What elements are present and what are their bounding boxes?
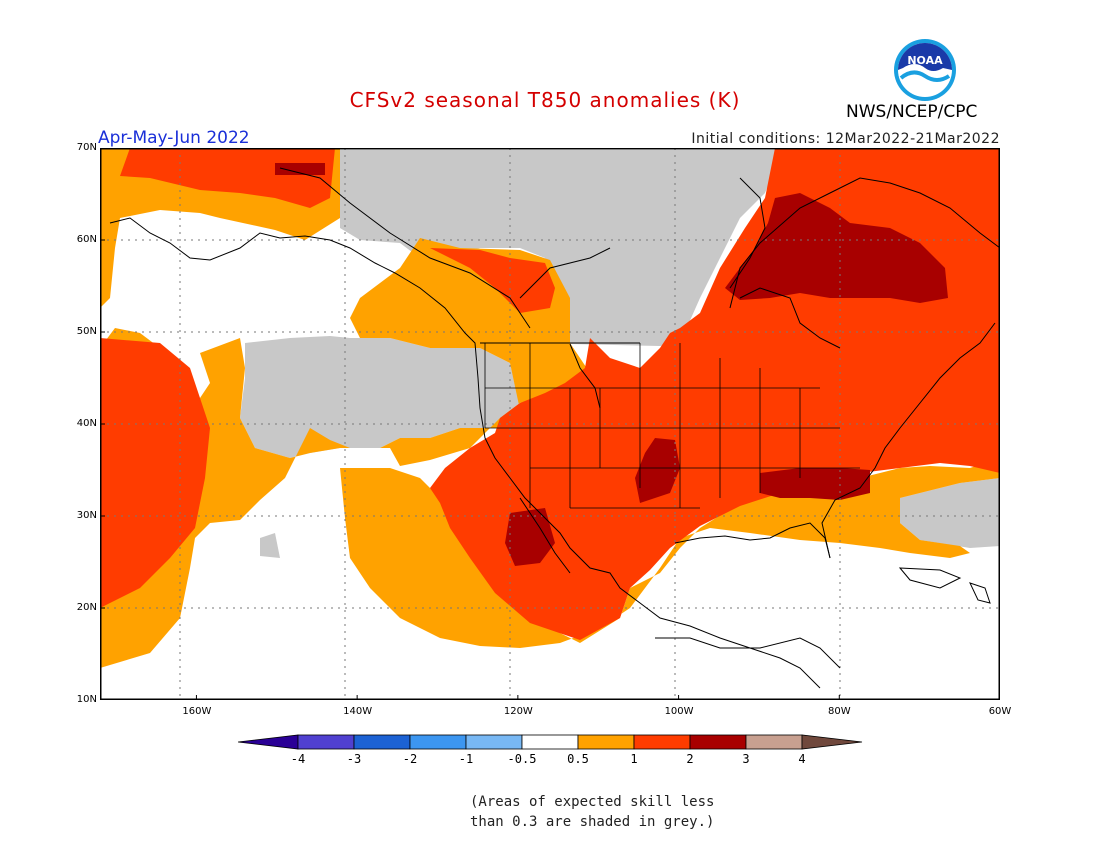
lon-tick-label: 100W bbox=[664, 706, 694, 717]
season-label: Apr-May-Jun 2022 bbox=[98, 128, 250, 148]
colorbar-swatch bbox=[409, 734, 467, 750]
colorbar-label: 2 bbox=[686, 752, 693, 766]
latitude-axis bbox=[100, 148, 105, 700]
colorbar-label: -0.5 bbox=[508, 752, 537, 766]
colorbar-label: -1 bbox=[459, 752, 473, 766]
colorbar: -4 -3 -2 -1 -0.5 0.5 1 2 3 4 bbox=[238, 734, 863, 766]
lon-tick-label: 60W bbox=[988, 706, 1012, 717]
colorbar-label: -4 bbox=[291, 752, 305, 766]
lat-tick-label: 30N bbox=[76, 510, 97, 521]
lat-tick-label: 10N bbox=[76, 694, 97, 705]
initial-conditions-label: Initial conditions: 12Mar2022-21Mar2022 bbox=[691, 131, 1000, 147]
lon-tick-label: 120W bbox=[503, 706, 533, 717]
colorbar-label: 0.5 bbox=[567, 752, 589, 766]
skill-note-line-1: (Areas of expected skill less bbox=[470, 794, 715, 810]
anomaly-map bbox=[100, 148, 1000, 700]
colorbar-label: 1 bbox=[630, 752, 637, 766]
colorbar-swatch bbox=[745, 734, 803, 750]
colorbar-swatch bbox=[297, 734, 355, 750]
colorbar-swatch bbox=[689, 734, 747, 750]
lon-tick-label: 160W bbox=[182, 706, 212, 717]
colorbar-swatch bbox=[521, 734, 579, 750]
coastlines bbox=[109, 167, 1000, 689]
lat-tick-label: 70N bbox=[76, 142, 97, 153]
skill-note-line-2: than 0.3 are shaded in grey.) bbox=[470, 814, 715, 830]
anomaly-2-3 bbox=[275, 163, 948, 566]
skill-note: (Areas of expected skill less than 0.3 a… bbox=[470, 792, 730, 832]
lat-tick-label: 60N bbox=[76, 234, 97, 245]
map-title: CFSv2 seasonal T850 anomalies (K) bbox=[349, 88, 741, 112]
colorbar-label: -3 bbox=[347, 752, 361, 766]
lon-tick-label: 140W bbox=[343, 706, 373, 717]
agency-label: NWS/NCEP/CPC bbox=[846, 102, 978, 122]
colorbar-swatch bbox=[465, 734, 523, 750]
logo-text: NOAA bbox=[907, 54, 943, 67]
lat-tick-label: 20N bbox=[76, 602, 97, 613]
colorbar-swatch bbox=[577, 734, 635, 750]
colorbar-label: 4 bbox=[798, 752, 805, 766]
lat-tick-label: 50N bbox=[76, 326, 97, 337]
colorbar-swatch bbox=[633, 734, 691, 750]
colorbar-label: -2 bbox=[403, 752, 417, 766]
grid-lines bbox=[100, 148, 1000, 700]
colorbar-label: 3 bbox=[742, 752, 749, 766]
noaa-logo-icon: NOAA bbox=[894, 39, 956, 101]
longitude-axis bbox=[195, 695, 1000, 700]
colorbar-swatch bbox=[801, 734, 863, 750]
state-borders bbox=[484, 343, 860, 509]
lon-tick-label: 80W bbox=[827, 706, 851, 717]
colorbar-swatch bbox=[238, 734, 299, 750]
colorbar-swatch bbox=[353, 734, 411, 750]
lat-tick-label: 40N bbox=[76, 418, 97, 429]
